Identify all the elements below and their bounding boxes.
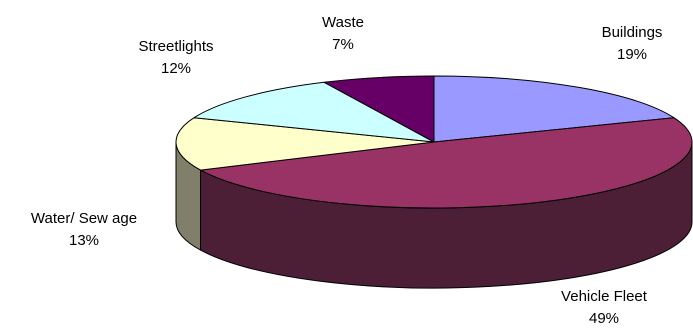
pie-slice-3 (193, 81, 435, 143)
label-water-sewage-name: Water/ Sew age (30, 210, 138, 227)
label-streetlights: Streetlights 12% (138, 36, 213, 80)
label-streetlights-percent: 12% (160, 60, 192, 77)
label-buildings-name: Buildings (601, 24, 663, 41)
label-water-sewage: Water/ Sew age 13% (31, 208, 137, 252)
label-vehicle-fleet: Vehicle Fleet 49% (561, 286, 647, 330)
label-buildings-percent: 19% (616, 46, 648, 63)
pie-slice-4 (323, 75, 435, 143)
label-water-sewage-percent: 13% (68, 232, 100, 249)
label-waste-name: Waste (322, 14, 364, 31)
label-waste-percent: 7% (332, 36, 354, 53)
label-waste: Waste 7% (322, 12, 364, 56)
label-buildings: Buildings 19% (602, 22, 663, 66)
label-vehicle-fleet-name: Vehicle Fleet (561, 288, 647, 305)
pie-slice-2 (175, 117, 435, 171)
pie-slice-1 (200, 117, 693, 209)
pie-slice-0 (433, 75, 675, 143)
label-streetlights-name: Streetlights (138, 38, 214, 55)
label-vehicle-fleet-percent: 49% (588, 310, 620, 327)
